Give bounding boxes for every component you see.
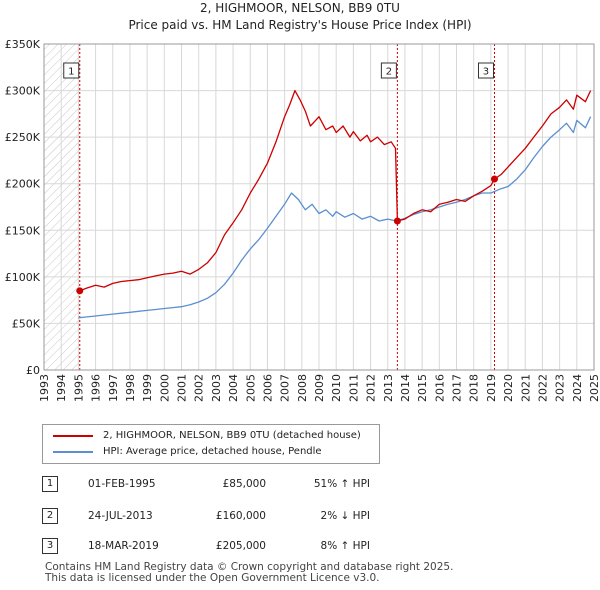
price-chart: 1 2 3 £0 £50K £100K £150K £200K £250K £300K £350K…	[5, 38, 600, 402]
sale-marker-label: 2	[386, 67, 392, 78]
x-tick-label: 2010	[330, 374, 343, 402]
x-tick-label: 1996	[90, 374, 103, 402]
chart-subtitle: Price paid vs. HM Land Registry's House …	[128, 18, 472, 32]
legend-swatch-red	[53, 435, 93, 437]
x-tick-label: 2018	[468, 374, 481, 402]
x-tick-label: 2019	[485, 374, 498, 402]
x-tick-label: 2023	[554, 374, 567, 402]
hpi-series-line	[78, 116, 592, 319]
x-tick-label: 1995	[72, 374, 85, 402]
x-tick-label: 1993	[38, 374, 51, 402]
footer-licence: This data is licensed under the Open Gov…	[45, 572, 380, 584]
sale-marker-label: 3	[483, 67, 489, 78]
x-tick-label: 2012	[365, 374, 378, 402]
x-tick-label: 2021	[519, 374, 532, 402]
y-tick-label: £100K	[5, 271, 41, 284]
sale-date: 24-JUL-2013	[88, 510, 153, 522]
sale-point	[490, 175, 498, 183]
sale-marker-label: 1	[68, 67, 74, 78]
sale-number: 1	[42, 476, 58, 492]
y-tick-label: £0	[26, 364, 40, 377]
x-tick-label: 2016	[433, 374, 446, 402]
y-tick-label: £150K	[5, 224, 41, 237]
sale-number: 2	[42, 508, 58, 524]
x-tick-label: 1998	[124, 374, 137, 402]
sale-hpi-diff: 51% ↑ HPI	[313, 478, 370, 490]
x-tick-label: 2015	[416, 374, 429, 402]
sale-row-1: 1 01-FEB-1995 £85,000 51% ↑ HPI	[42, 476, 562, 494]
y-tick-label: £350K	[5, 38, 41, 51]
sale-hpi-diff: 2% ↓ HPI	[320, 510, 370, 522]
legend-swatch-blue	[53, 451, 93, 453]
sale-number: 3	[42, 538, 58, 554]
y-tick-label: £250K	[5, 131, 41, 144]
sale-hpi-diff: 8% ↑ HPI	[320, 540, 370, 552]
x-tick-label: 2013	[382, 374, 395, 402]
x-tick-label: 2024	[571, 374, 584, 402]
x-tick-label: 2001	[176, 374, 189, 402]
legend-label-property: 2, HIGHMOOR, NELSON, BB9 0TU (detached h…	[103, 430, 361, 441]
x-tick-label: 1999	[141, 374, 154, 402]
sale-marker-box	[477, 62, 494, 79]
x-tick-label: 2009	[313, 374, 326, 402]
x-tick-label: 2008	[296, 374, 309, 402]
sale-price: £85,000	[222, 478, 266, 490]
x-tick-label: 2006	[261, 374, 274, 402]
sale-price: £160,000	[215, 510, 266, 522]
x-tick-label: 2003	[210, 374, 223, 402]
x-tick-label: 2014	[399, 374, 412, 402]
x-tick-label: 2017	[451, 374, 464, 402]
x-tick-label: 2005	[244, 374, 257, 402]
sale-date: 18-MAR-2019	[88, 540, 159, 552]
sale-row-2: 2 24-JUL-2013 £160,000 2% ↓ HPI	[42, 508, 562, 526]
sale-price: £205,000	[215, 540, 266, 552]
x-tick-label: 1994	[55, 374, 68, 402]
sale-marker-box	[380, 62, 397, 79]
chart-title: 2, HIGHMOOR, NELSON, BB9 0TU	[200, 1, 400, 15]
x-tick-label: 2002	[193, 374, 206, 402]
y-tick-label: £300K	[5, 85, 41, 98]
x-tick-label: 2004	[227, 374, 240, 402]
sale-date: 01-FEB-1995	[88, 478, 156, 490]
y-tick-label: £50K	[12, 317, 41, 330]
chart-legend: 2, HIGHMOOR, NELSON, BB9 0TU (detached h…	[42, 424, 380, 464]
footer-copyright: Contains HM Land Registry data © Crown c…	[45, 561, 454, 573]
sale-point	[393, 217, 401, 225]
x-tick-label: 2000	[158, 374, 171, 402]
hatched-region	[44, 44, 80, 370]
x-tick-label: 2020	[502, 374, 515, 402]
y-tick-label: £200K	[5, 178, 41, 191]
sale-point	[76, 287, 84, 295]
x-tick-label: 2007	[279, 374, 292, 402]
legend-label-hpi: HPI: Average price, detached house, Pend…	[103, 446, 322, 457]
x-tick-label: 2011	[347, 374, 360, 402]
sale-row-3: 3 18-MAR-2019 £205,000 8% ↑ HPI	[42, 538, 562, 556]
plot-frame	[43, 43, 595, 371]
x-tick-label: 1997	[107, 374, 120, 402]
x-tick-label: 2022	[536, 374, 549, 402]
property-series-line	[79, 89, 592, 292]
x-tick-label: 2025	[588, 374, 600, 402]
sale-marker-box	[63, 62, 80, 79]
